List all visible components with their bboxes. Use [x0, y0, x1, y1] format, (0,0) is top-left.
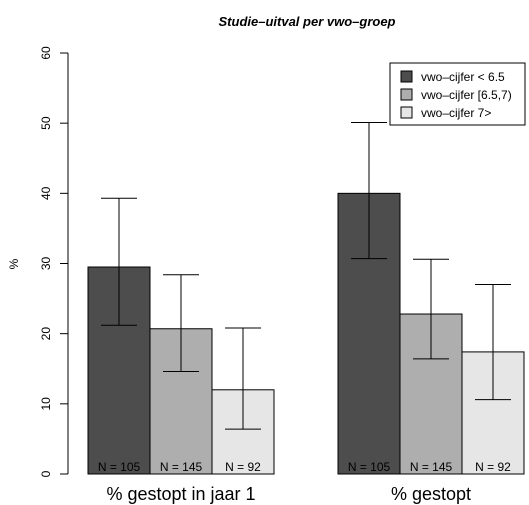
- sample-size-label: N = 92: [225, 460, 261, 474]
- sample-size-label: N = 145: [160, 460, 203, 474]
- y-tick-label: 10: [39, 397, 53, 411]
- group-label: % gestopt in jaar 1: [106, 484, 255, 504]
- legend-label: vwo–cijfer 7>: [421, 106, 491, 120]
- y-axis-label: %: [7, 258, 21, 269]
- group-label: % gestopt: [391, 484, 471, 504]
- legend-swatch: [400, 106, 413, 119]
- legend-label: vwo–cijfer [6.5,7): [421, 88, 512, 102]
- sample-size-label: N = 92: [475, 460, 511, 474]
- chart-title: Studie–uitval per vwo–groep: [219, 14, 396, 29]
- y-axis-ticks: 0 10 20 30 40 50 60: [39, 46, 68, 477]
- sample-size-label: N = 105: [348, 460, 391, 474]
- sample-size-label: N = 145: [410, 460, 453, 474]
- bars-layer: [87, 192, 525, 475]
- legend-swatch: [400, 70, 413, 83]
- y-tick-label: 20: [39, 327, 53, 341]
- legend-swatch: [400, 88, 413, 101]
- legend: vwo–cijfer < 6.5 vwo–cijfer [6.5,7) vwo–ci…: [389, 62, 526, 126]
- y-tick-label: 30: [39, 257, 53, 271]
- legend-label: vwo–cijfer < 6.5: [421, 70, 505, 84]
- y-tick-label: 0: [39, 470, 53, 477]
- sample-size-label: N = 105: [98, 460, 141, 474]
- y-tick-label: 60: [39, 46, 53, 60]
- y-tick-label: 50: [39, 116, 53, 130]
- y-tick-label: 40: [39, 186, 53, 200]
- n-labels-layer: N = 105 N = 145 N = 92 N = 105 N = 145 N = 92: [98, 460, 511, 474]
- x-axis-labels: % gestopt in jaar 1 % gestopt: [106, 484, 471, 504]
- error-bars-layer: [101, 121, 511, 430]
